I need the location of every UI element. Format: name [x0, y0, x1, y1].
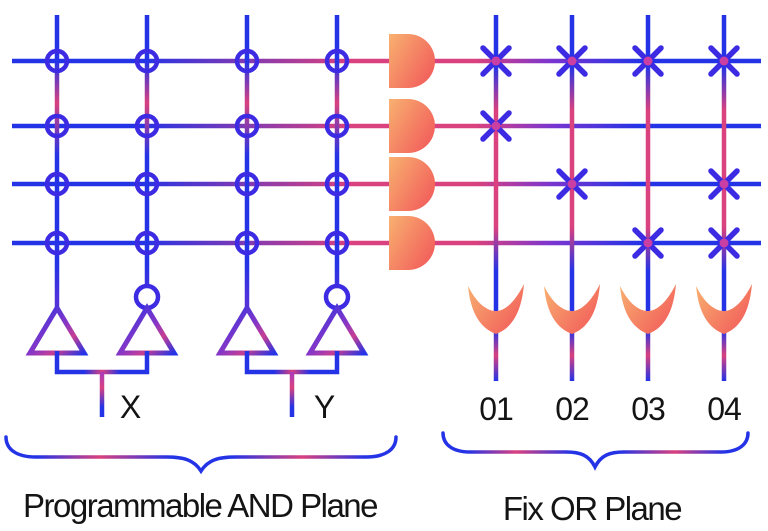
and-connection-circle [44, 113, 70, 139]
or-connection-cross [480, 45, 512, 77]
input-label-x: X [119, 389, 141, 425]
and-gate [389, 157, 435, 211]
input-label-y: Y [313, 389, 335, 425]
or-gate [544, 284, 600, 334]
input-buffer [215, 303, 279, 356]
or-connection-cross [632, 227, 664, 259]
and-gate [389, 99, 435, 153]
and-connection-circle [324, 230, 350, 256]
and-connection-circle [134, 171, 160, 197]
or-connection-cross [556, 45, 588, 77]
and-gate [389, 34, 435, 88]
and-plane-caption: Programmable AND Plane [22, 487, 379, 524]
and-connection-circle [234, 113, 260, 139]
or-gate [468, 284, 524, 334]
and-connection-circle [324, 113, 350, 139]
or-connection-cross [632, 45, 664, 77]
or-connection-cross [556, 168, 588, 200]
and-connection-circle [234, 48, 260, 74]
or-connection-cross [480, 110, 512, 142]
and-connection-circle [44, 171, 70, 197]
and-connection-circle [134, 113, 160, 139]
and-connection-circle [134, 230, 160, 256]
output-label-04: 04 [707, 391, 742, 427]
or-gate [696, 284, 752, 334]
and-connection-circle [44, 230, 70, 256]
or-plane-caption: Fix OR Plane [502, 490, 683, 527]
and-connection-circle [234, 171, 260, 197]
and-connection-circle [134, 48, 160, 74]
output-label-02: 02 [555, 391, 590, 427]
or-connection-cross [708, 45, 740, 77]
or-connection-cross [708, 168, 740, 200]
underbrace-and-plane [4, 435, 398, 475]
and-gate [389, 216, 435, 270]
input-inverter [305, 303, 369, 356]
output-label-01: 01 [479, 391, 514, 427]
or-gate [620, 284, 676, 334]
and-connection-circle [324, 171, 350, 197]
and-connection-circle [44, 48, 70, 74]
input-buffer [25, 303, 89, 356]
input-inverter [115, 303, 179, 356]
output-label-03: 03 [631, 391, 666, 427]
and-connection-circle [324, 48, 350, 74]
and-connection-circle [234, 230, 260, 256]
underbrace-or-plane [441, 431, 750, 471]
or-connection-cross [708, 227, 740, 259]
